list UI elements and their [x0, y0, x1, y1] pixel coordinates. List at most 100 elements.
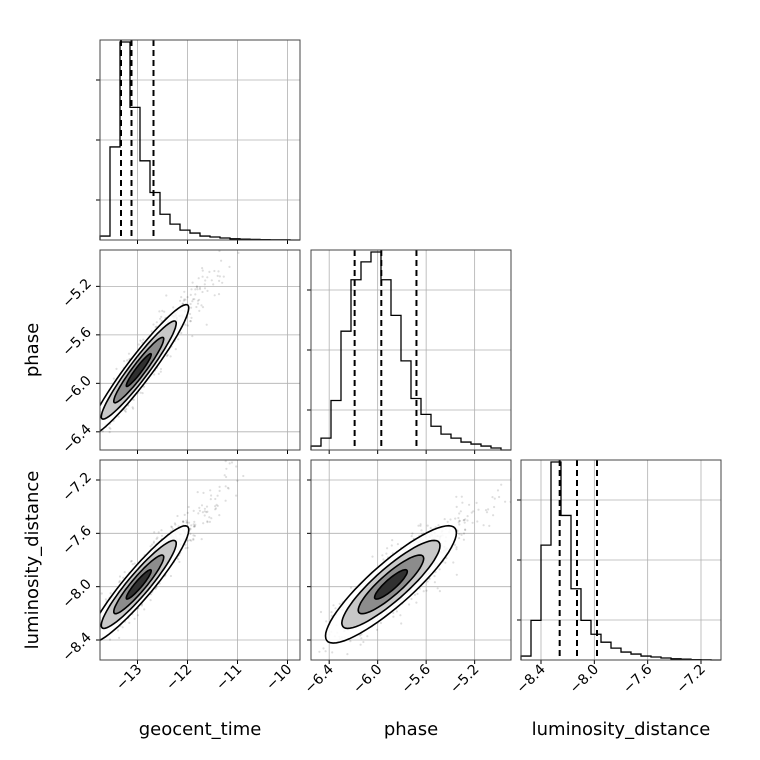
sample-point — [97, 628, 99, 630]
sample-point — [218, 514, 221, 517]
sample-point — [193, 525, 196, 528]
sample-point — [463, 519, 466, 522]
sample-point — [519, 492, 521, 494]
sample-point — [221, 281, 224, 284]
sample-point — [209, 498, 212, 501]
sample-point — [453, 543, 457, 547]
sample-point — [203, 510, 206, 513]
sample-point — [198, 309, 201, 312]
sample-point — [455, 548, 458, 551]
sample-point — [123, 409, 127, 412]
sample-point — [438, 590, 441, 593]
sample-point — [433, 581, 436, 584]
sample-point — [264, 452, 266, 454]
sample-point — [91, 647, 93, 649]
sample-point — [235, 245, 237, 247]
sample-point — [118, 636, 121, 640]
sample-point — [95, 413, 97, 415]
sample-point — [177, 558, 180, 561]
sample-point — [109, 427, 112, 430]
sample-point — [154, 587, 157, 590]
sample-point — [143, 608, 146, 611]
sample-point — [190, 524, 193, 527]
sample-point — [131, 406, 134, 409]
sample-point — [379, 621, 383, 625]
sample-point — [471, 521, 474, 524]
sample-point — [152, 323, 155, 326]
sample-point — [205, 510, 208, 514]
sample-point — [375, 628, 379, 631]
sample-point — [271, 201, 273, 203]
sample-point — [169, 355, 172, 358]
sample-point — [330, 611, 333, 614]
histogram-phase — [310, 251, 511, 451]
sample-point — [464, 528, 467, 531]
sample-point — [195, 285, 198, 288]
y-tick-label: −8.0 — [59, 576, 94, 611]
scatter-content — [95, 201, 273, 434]
sample-point — [108, 638, 112, 641]
sample-point — [484, 509, 488, 512]
histogram-panel-luminosity_distance — [517, 459, 722, 664]
sample-point — [425, 589, 428, 592]
sample-point — [183, 290, 186, 293]
sample-point — [108, 426, 111, 429]
y-tick-label: −6.4 — [59, 421, 94, 456]
sample-point — [318, 650, 321, 653]
sample-point — [196, 288, 199, 291]
sample-point — [242, 474, 245, 478]
sample-point — [218, 279, 221, 282]
sample-point — [491, 496, 494, 499]
sample-point — [157, 531, 160, 534]
sample-point — [182, 520, 185, 523]
scatter-panel-geocent_time-phase — [95, 201, 301, 454]
sample-point — [198, 509, 201, 512]
sample-point — [140, 604, 143, 607]
sample-point — [459, 510, 462, 513]
sample-point — [206, 520, 209, 523]
sample-point — [152, 541, 155, 545]
sample-point — [154, 325, 157, 329]
sample-point — [419, 524, 422, 527]
sample-point — [170, 526, 173, 529]
sample-point — [166, 353, 169, 357]
sample-point — [349, 586, 353, 589]
y-axis-title-luminosity_distance: luminosity_distance — [22, 471, 43, 650]
sample-point — [117, 629, 120, 632]
sample-point — [89, 628, 91, 630]
sample-point — [132, 407, 135, 410]
sample-point — [487, 508, 490, 511]
sample-point — [121, 626, 124, 629]
sample-point — [218, 489, 221, 492]
sample-point — [428, 578, 431, 581]
sample-point — [214, 507, 218, 510]
sample-point — [206, 289, 209, 292]
sample-point — [216, 494, 219, 497]
sample-point — [84, 626, 86, 628]
sample-point — [261, 456, 263, 458]
sample-point — [498, 495, 501, 499]
sample-point — [185, 519, 188, 522]
contour-level — [125, 568, 152, 600]
sample-point — [385, 552, 388, 555]
sample-point — [128, 621, 131, 625]
sample-point — [187, 505, 190, 509]
sample-point — [159, 317, 162, 320]
sample-point — [149, 545, 152, 548]
sample-point — [142, 385, 146, 388]
sample-point — [458, 512, 461, 515]
sample-point — [206, 510, 209, 513]
x-axis-title-phase: phase — [384, 719, 438, 740]
sample-point — [153, 373, 156, 376]
sample-point — [470, 511, 473, 514]
sample-point — [130, 559, 133, 563]
sample-point — [203, 507, 206, 510]
sample-point — [217, 270, 220, 273]
sample-point — [203, 283, 206, 286]
sample-point — [104, 598, 107, 601]
sample-point — [184, 543, 187, 546]
sample-point — [485, 511, 489, 514]
sample-point — [359, 634, 362, 637]
sample-point — [213, 294, 216, 297]
sample-point — [141, 392, 144, 395]
